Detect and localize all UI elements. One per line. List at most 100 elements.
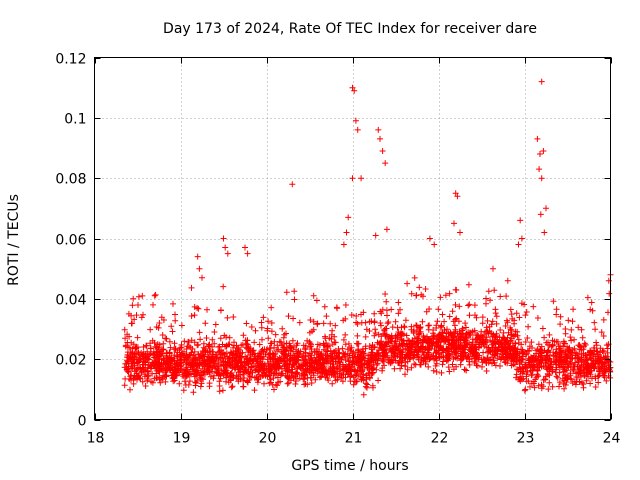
data-point xyxy=(371,310,378,317)
data-point xyxy=(365,355,372,362)
data-point xyxy=(232,348,239,355)
data-point xyxy=(131,350,138,357)
data-point xyxy=(491,351,497,358)
data-point xyxy=(583,352,590,359)
data-point xyxy=(375,355,382,362)
data-point xyxy=(279,325,286,332)
data-point xyxy=(438,336,445,343)
data-point xyxy=(258,319,265,326)
data-point xyxy=(487,297,493,304)
data-point xyxy=(283,289,290,296)
data-point xyxy=(599,347,606,354)
data-point xyxy=(250,347,257,354)
data-point xyxy=(573,378,580,385)
data-point xyxy=(183,355,190,362)
data-point xyxy=(440,358,447,365)
data-point xyxy=(302,371,309,378)
data-point xyxy=(419,318,426,325)
data-point xyxy=(207,348,214,355)
data-point xyxy=(388,347,395,354)
data-point xyxy=(528,361,535,368)
data-point xyxy=(411,274,418,281)
data-point xyxy=(504,277,511,284)
data-point xyxy=(519,365,526,372)
data-point xyxy=(544,370,551,377)
data-point xyxy=(346,367,353,374)
data-point xyxy=(202,320,209,327)
data-point xyxy=(323,313,330,320)
data-point xyxy=(469,339,476,346)
data-point xyxy=(298,372,305,379)
data-point xyxy=(314,321,321,328)
data-point xyxy=(371,318,378,325)
data-point xyxy=(497,293,504,300)
data-point xyxy=(540,148,547,154)
data-point xyxy=(226,341,233,348)
data-point xyxy=(155,324,162,331)
data-point xyxy=(121,382,128,389)
data-point xyxy=(206,354,213,361)
data-point xyxy=(147,326,154,333)
data-point xyxy=(497,327,504,333)
data-point xyxy=(428,339,435,346)
data-point xyxy=(583,377,590,384)
data-point xyxy=(182,366,189,373)
data-point xyxy=(160,340,167,347)
data-point xyxy=(403,332,410,339)
data-point xyxy=(230,314,237,320)
data-point xyxy=(266,345,273,351)
data-point xyxy=(196,354,203,361)
data-point xyxy=(145,372,152,379)
data-point xyxy=(312,365,319,372)
data-point xyxy=(606,366,613,372)
x-axis-label: GPS time / hours xyxy=(291,458,408,474)
data-point xyxy=(323,358,330,365)
data-point xyxy=(562,350,568,356)
data-point xyxy=(351,87,358,94)
data-point xyxy=(331,369,338,376)
data-point xyxy=(147,345,154,352)
data-point xyxy=(453,315,460,322)
data-point xyxy=(223,342,230,349)
data-point xyxy=(459,342,466,349)
data-point xyxy=(219,387,226,394)
data-point xyxy=(354,126,361,133)
data-point xyxy=(192,379,199,386)
data-point xyxy=(196,360,203,367)
data-point xyxy=(371,332,378,339)
data-point xyxy=(417,345,424,352)
data-point xyxy=(163,372,170,379)
data-point xyxy=(549,383,556,390)
data-point xyxy=(224,250,231,257)
data-point xyxy=(556,379,563,386)
data-point xyxy=(135,348,142,355)
data-point xyxy=(195,305,202,312)
data-point xyxy=(266,350,273,357)
data-point xyxy=(495,346,502,353)
data-point xyxy=(191,373,198,380)
data-point xyxy=(265,318,272,325)
data-point xyxy=(367,363,374,370)
data-point xyxy=(466,301,473,308)
data-point xyxy=(144,368,151,375)
data-point xyxy=(446,290,453,297)
data-point xyxy=(348,312,355,318)
data-point xyxy=(570,366,577,373)
data-point xyxy=(377,135,383,142)
data-point xyxy=(354,378,360,385)
data-point xyxy=(479,314,486,321)
data-point xyxy=(523,378,530,385)
data-point xyxy=(260,314,267,321)
data-point xyxy=(484,317,491,324)
data-point xyxy=(534,357,541,364)
data-point xyxy=(530,355,537,361)
data-point xyxy=(353,313,360,319)
data-point xyxy=(404,366,411,373)
data-point xyxy=(307,317,314,323)
data-point xyxy=(139,353,146,360)
y-tick-label: 0.02 xyxy=(55,353,86,369)
data-point xyxy=(231,339,237,346)
data-point xyxy=(155,344,161,351)
data-point xyxy=(268,320,275,326)
data-point xyxy=(206,342,212,348)
